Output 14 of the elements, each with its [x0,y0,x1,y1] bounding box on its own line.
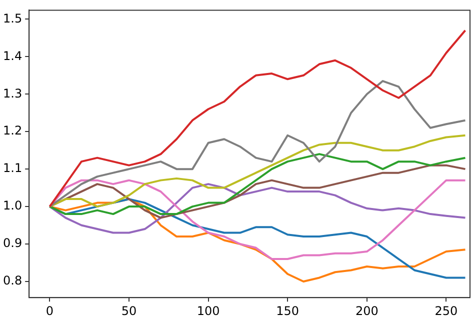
y-tick-label: 0.8 [2,274,22,288]
x-tick-label: 200 [355,304,378,318]
y-tick-label: 1.5 [2,11,22,26]
y-tick-label: 1.2 [2,124,22,138]
y-tick-label: 1.4 [2,48,22,63]
x-tick-label: 0 [46,304,54,318]
y-tick-label: 0.9 [2,236,22,250]
x-tick-label: 150 [276,304,300,318]
y-tick-label: 1.1 [2,161,22,176]
x-tick-label: 250 [434,304,458,318]
x-tick-label: 100 [196,304,220,318]
x-tick-label: 50 [121,304,137,318]
y-tick-label: 1.0 [2,198,22,213]
y-tick-label: 1.3 [2,86,22,100]
